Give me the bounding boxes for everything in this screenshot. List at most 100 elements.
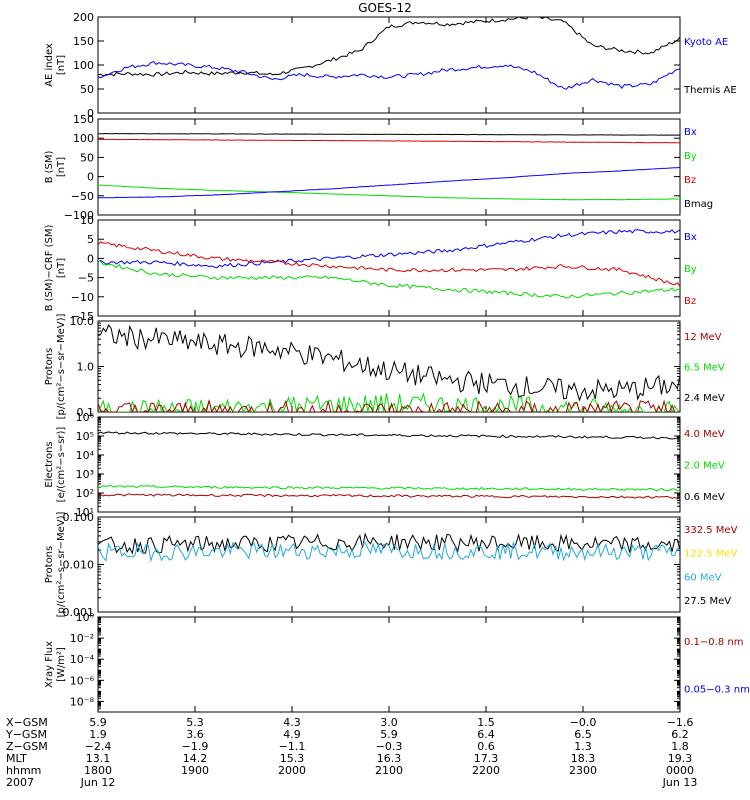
x-row-value: 17.3 [474,752,499,765]
x-date-label: Jun 12 [80,776,116,789]
panel-frame [97,616,681,713]
y-axis-label: Electrons [44,441,55,487]
y-tick-label: 10¹ [76,506,94,519]
y-axis-label: AE index [44,43,55,87]
legend-entry: 6.5 MeV [684,363,725,374]
y-axis-units: [nT] [56,157,67,177]
x-row-value: −1.6 [667,716,694,729]
panel-frame [97,320,681,413]
panel-bsm: −100 −50 0 50 100 150 B (SM) [nT] Bx By Bz Bmag [44,113,713,222]
legend-entry: By [684,151,697,162]
x-row-value: 13.1 [86,752,111,765]
plot-title: GOES-12 [358,1,412,15]
y-tick-label: 0.100 [63,511,95,524]
x-row-value: 6.5 [574,728,592,741]
x-row-value: 2100 [375,764,403,777]
legend-entry: 60 MeV [684,572,722,583]
y-tick-label: 200 [73,11,94,24]
series-group [98,229,680,299]
y-axis-units: [W/m²] [56,647,67,682]
x-row-value: 15.3 [280,752,305,765]
y-tick-label: 50 [80,151,94,164]
y-tick-label: 0.010 [63,559,95,572]
y-tick-label: 150 [73,113,94,126]
y-axis-units: [nT] [56,258,67,278]
series-group [98,323,680,412]
x-row-value: 5.3 [186,716,204,729]
x-date-label: Jun 13 [662,776,698,789]
series-line [98,532,680,555]
y-tick-label: 10⁻² [70,632,94,645]
x-row-value: 0000 [666,764,694,777]
y-tick-label: 10⁵ [76,430,94,443]
x-row-value: 1900 [181,764,209,777]
y-tick-label: 0.001 [63,606,95,619]
y-tick-label: −100 [64,209,94,222]
x-axis-labels: X−GSM 5.9 5.3 4.3 3.0 1.5 −0.0 −1.6 Y−GSM 1.9 3.6 4… [5,716,697,789]
series-group [98,532,680,563]
y-tick-label: 0 [87,107,94,120]
series-line [98,323,680,402]
panel-protons_low: 0.1 1.0 10.0 Protons [p/(cm²−s−sr−MeV)] 12 Me… [44,313,725,419]
y-axis-units: [p/(cm²−s−sr−MeV)] [56,313,67,419]
y-tick-label: −5 [78,272,94,285]
y-tick-label: 10 [80,214,94,227]
x-row-value: 1.5 [477,716,495,729]
legend-entry: Bz [684,296,696,307]
x-row-label: Y−GSM [5,728,47,741]
y-tick-label: 0.1 [77,406,95,419]
y-tick-label: 10⁻⁶ [70,674,95,687]
x-row-value: 19.3 [668,752,693,765]
series-group [98,17,680,90]
legend-entry: 122.5 MeV [684,549,738,560]
x-row-value: 1.3 [574,740,592,753]
series-line [98,138,680,144]
y-tick-label: 0 [87,171,94,184]
y-axis-label: Protons [44,348,55,385]
x-row-value: 4.9 [283,728,301,741]
x-row-value: 16.3 [377,752,402,765]
x-row-value: −0.3 [376,740,403,753]
y-tick-label: 10⁻⁴ [70,653,95,666]
y-axis-label: B (SM)−CRF (SM) [44,224,55,311]
series-line [98,132,680,136]
series-line [98,260,680,299]
x-row-value: −1.1 [279,740,306,753]
x-row-value: 4.3 [283,716,301,729]
x-row-value: 1800 [84,764,112,777]
panel-electrons: 10¹ 10² 10³ 10⁴ 10⁵ 10⁶ Electrons [e/(cm²−s−sr)… [44,411,725,519]
y-axis-label: B (SM) [44,150,55,183]
y-tick-label: 10² [76,487,94,500]
series-group [98,431,680,499]
x-year-label: 2007 [6,776,34,789]
x-row-value: 5.9 [89,716,107,729]
x-row-value: −1.9 [182,740,209,753]
y-tick-label: 10⁶ [76,411,95,424]
legend-entry: Bmag [684,199,713,210]
y-axis-units: [nT] [56,55,67,75]
x-row-value: 2300 [569,764,597,777]
series-line [98,399,680,412]
panel-ae: 0 50 100 150 200 AE index [nT] Kyoto AE Themis A… [44,11,737,120]
x-row-value: 2000 [278,764,306,777]
x-row-value: 3.6 [186,728,204,741]
y-tick-label: 100 [73,132,94,145]
panel-bdiff: −15 −10 −5 0 5 10 B (SM)−CRF (SM) [nT] Bx By Bz [44,214,697,323]
panel-frame [97,516,681,613]
x-row-value: 2200 [472,764,500,777]
y-tick-label: 10³ [76,468,94,481]
x-row-value: 14.2 [183,752,208,765]
series-line [98,61,680,90]
x-row-value: 1.8 [671,740,689,753]
x-row-value: 6.4 [477,728,495,741]
legend-entry: 0.6 MeV [684,492,725,503]
legend-entry: Bz [684,175,696,186]
y-axis-label: Xray Flux [44,641,55,688]
y-tick-label: 5 [87,233,94,246]
panel-xray: 10⁻⁸ 10⁻⁶ 10⁻⁴ 10⁻² 10⁰ Xray Flux [W/m²] 0.1−0.… [44,611,750,713]
legend-entry: 27.5 MeV [684,596,731,607]
panel-protons_high: 0.001 0.010 0.100 Protons [p/(cm²−s−sr−MeV)]… [44,511,738,619]
x-row-value: 1.9 [89,728,107,741]
y-axis-label: Protons [44,546,55,583]
x-row-label: Z−GSM [6,740,48,753]
